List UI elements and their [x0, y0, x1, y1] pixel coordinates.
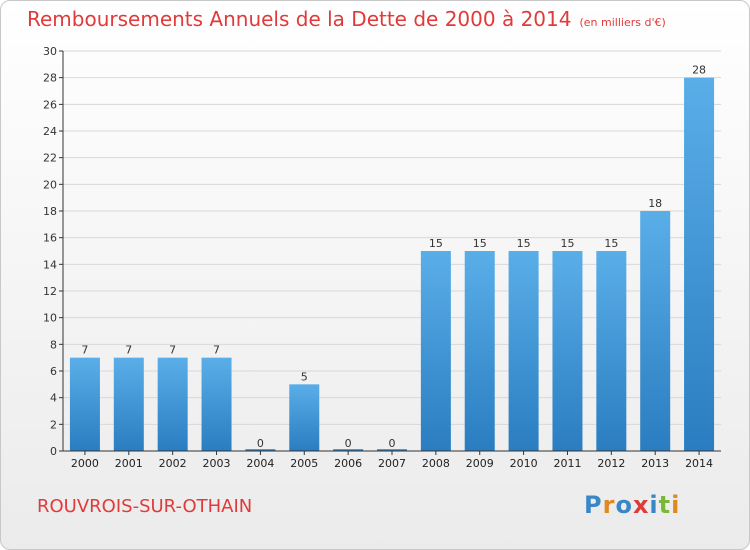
y-tick-label: 22 — [43, 152, 57, 165]
chart-title: Remboursements Annuels de la Dette de 20… — [27, 7, 666, 31]
value-label-2012: 15 — [604, 237, 618, 250]
x-tick-label-2009: 2009 — [466, 457, 494, 470]
value-label-2003: 7 — [213, 344, 220, 357]
bar-2012 — [596, 251, 627, 451]
x-tick-label-2013: 2013 — [641, 457, 669, 470]
bar-2005 — [289, 384, 320, 451]
bar-2002 — [157, 357, 188, 451]
value-label-2008: 15 — [429, 237, 443, 250]
value-label-2000: 7 — [81, 344, 88, 357]
y-tick-label: 6 — [50, 365, 57, 378]
value-label-2010: 15 — [517, 237, 531, 250]
y-tick-label: 30 — [43, 45, 57, 58]
logo-letter: P — [584, 491, 603, 519]
bar-2000 — [69, 357, 100, 451]
x-tick-label-2007: 2007 — [378, 457, 406, 470]
x-tick-label-2004: 2004 — [246, 457, 274, 470]
y-tick-label: 2 — [50, 418, 57, 431]
bar-2001 — [113, 357, 144, 451]
bar-2008 — [420, 251, 451, 451]
y-tick-label: 26 — [43, 98, 57, 111]
x-tick-label-2000: 2000 — [71, 457, 99, 470]
bar-2009 — [464, 251, 495, 451]
y-tick-label: 4 — [50, 392, 57, 405]
x-tick-label-2012: 2012 — [597, 457, 625, 470]
y-tick-label: 14 — [43, 258, 57, 271]
y-tick-label: 0 — [50, 445, 57, 458]
gridlines — [63, 50, 721, 425]
y-tick-label: 20 — [43, 178, 57, 191]
x-tick-label-2008: 2008 — [422, 457, 450, 470]
bar-2013 — [640, 211, 671, 451]
logo-letter: i — [671, 491, 681, 519]
commune-name: ROUVROIS-SUR-OTHAIN — [37, 496, 253, 517]
x-tick-label-2010: 2010 — [510, 457, 538, 470]
x-tick-label-2005: 2005 — [290, 457, 318, 470]
bars — [69, 77, 715, 452]
x-tick-label-2011: 2011 — [553, 457, 581, 470]
chart-title-text: Remboursements Annuels de la Dette de 20… — [27, 7, 572, 31]
y-tick-label: 8 — [50, 338, 57, 351]
x-tick-label-2001: 2001 — [115, 457, 143, 470]
bar-2010 — [508, 251, 539, 451]
bar-2003 — [201, 357, 232, 451]
y-tick-label: 28 — [43, 72, 57, 85]
bar-2011 — [552, 251, 583, 451]
value-label-2006: 0 — [345, 437, 352, 450]
y-tick-label: 12 — [43, 285, 57, 298]
x-tick-label-2014: 2014 — [685, 457, 713, 470]
x-tick-label-2003: 2003 — [203, 457, 231, 470]
x-tick-label-2002: 2002 — [159, 457, 187, 470]
y-tick-label: 16 — [43, 232, 57, 245]
y-tick-label: 18 — [43, 205, 57, 218]
value-label-2002: 7 — [169, 344, 176, 357]
y-tick-label: 24 — [43, 125, 57, 138]
value-label-2005: 5 — [301, 370, 308, 383]
chart-subtitle: (en milliers d'€) — [579, 16, 666, 29]
value-label-2004: 0 — [257, 437, 264, 450]
value-label-2013: 18 — [648, 197, 662, 210]
x-tick-label-2006: 2006 — [334, 457, 362, 470]
x-axis-ticks: 2000 2001 2002 2003 2004 2005 2006 2007 2008 2009… — [71, 451, 713, 470]
logo-letter: r — [602, 491, 616, 519]
value-label-2007: 0 — [389, 437, 396, 450]
bar-2014 — [684, 77, 715, 452]
axes — [62, 51, 721, 452]
logo-letter: o — [615, 491, 633, 519]
value-label-2009: 15 — [473, 237, 487, 250]
proxiti-logo: Proxiti — [584, 491, 680, 519]
logo-letter: t — [658, 491, 672, 519]
value-label-2011: 15 — [560, 237, 574, 250]
value-label-2001: 7 — [125, 344, 132, 357]
value-labels: 7 7 7 7 0 5 0 0 15 15 15 15 15 18 28 — [81, 64, 706, 450]
y-tick-label: 10 — [43, 312, 57, 325]
value-label-2014: 28 — [692, 64, 706, 77]
logo-letter: x — [632, 491, 650, 519]
logo-letter: i — [649, 491, 659, 519]
